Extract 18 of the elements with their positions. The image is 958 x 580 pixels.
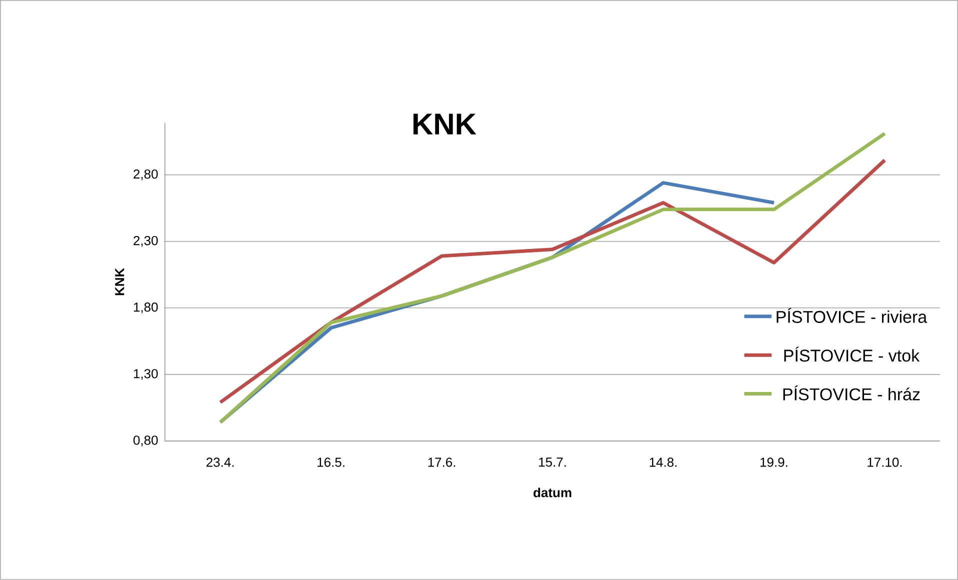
- y-tick-label: 2,80: [134, 169, 158, 180]
- x-axis-title: datum: [534, 488, 572, 498]
- y-axis-title: KNK: [115, 268, 124, 296]
- y-tick-label: 1,30: [134, 369, 158, 380]
- x-tick-label: 15.7.: [539, 458, 566, 467]
- x-tick-label: 14.8.: [650, 458, 677, 467]
- y-tick-label: 2,30: [134, 236, 158, 247]
- x-tick-label: 17.6.: [428, 458, 456, 467]
- x-tick-label: 19.9.: [760, 458, 788, 467]
- chart-title: KNK: [414, 114, 476, 134]
- x-tick-label: 17.10.: [868, 458, 902, 467]
- legend-label: PÍSTOVICE - riviera: [776, 308, 928, 324]
- legend-label: PÍSTOVICE - hráz: [783, 386, 920, 400]
- y-tick-label: 1,80: [134, 302, 158, 314]
- x-tick-label: 16.5.: [318, 458, 344, 467]
- legend-label: PÍSTOVICE - vtok: [784, 346, 920, 362]
- y-tick-label: 0,80: [133, 436, 158, 446]
- x-tick-label: 23.4.: [206, 458, 234, 467]
